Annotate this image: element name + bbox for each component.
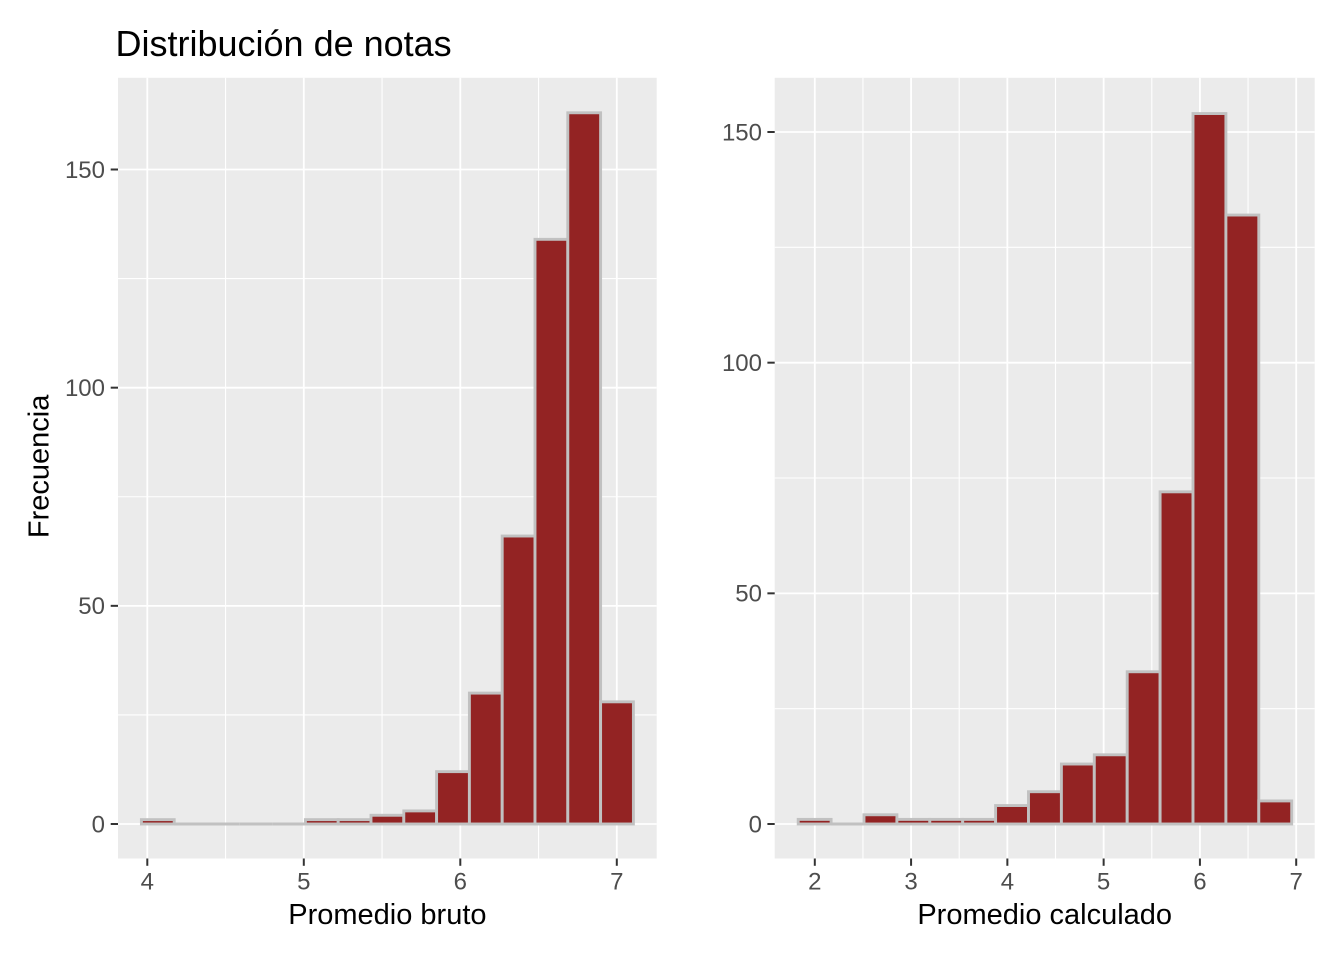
svg-text:Distribución de notas: Distribución de notas [116, 23, 452, 64]
svg-text:7: 7 [1290, 869, 1303, 896]
svg-text:6: 6 [1193, 869, 1206, 896]
svg-text:150: 150 [65, 157, 105, 184]
svg-text:2: 2 [808, 869, 821, 896]
svg-text:0: 0 [92, 811, 105, 838]
svg-text:Promedio bruto: Promedio bruto [288, 899, 486, 931]
svg-text:Promedio calculado: Promedio calculado [917, 899, 1172, 931]
svg-text:7: 7 [610, 869, 623, 896]
svg-text:100: 100 [65, 375, 105, 402]
svg-text:0: 0 [749, 811, 762, 838]
svg-text:50: 50 [735, 581, 762, 608]
svg-text:5: 5 [1097, 869, 1110, 896]
svg-text:100: 100 [722, 350, 762, 377]
svg-text:3: 3 [904, 869, 917, 896]
svg-text:150: 150 [722, 119, 762, 146]
svg-text:Frecuencia: Frecuencia [24, 394, 56, 538]
svg-text:4: 4 [1001, 869, 1014, 896]
svg-text:5: 5 [297, 869, 310, 896]
svg-text:4: 4 [141, 869, 154, 896]
svg-text:50: 50 [78, 593, 105, 620]
svg-text:6: 6 [454, 869, 467, 896]
